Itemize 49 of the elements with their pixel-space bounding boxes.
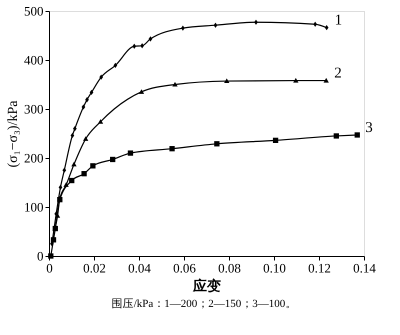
- point: [214, 22, 218, 28]
- x-axis-title: 应变: [192, 278, 221, 294]
- x-tick-label: 0.10: [263, 260, 286, 276]
- point: [313, 22, 318, 27]
- point: [98, 119, 104, 124]
- point: [324, 25, 328, 30]
- x-tick-label: 0.08: [218, 260, 241, 276]
- point: [99, 74, 104, 80]
- y-axis-title: (σ₁−σ₃)/kPa: [6, 100, 21, 168]
- point: [334, 133, 339, 139]
- point: [254, 20, 258, 25]
- point: [90, 90, 94, 95]
- point: [354, 132, 360, 138]
- point: [214, 141, 220, 146]
- point: [85, 97, 89, 102]
- x-tick-label: 0.04: [128, 260, 152, 276]
- series-label: 1: [334, 12, 342, 29]
- point: [172, 82, 178, 86]
- point: [169, 146, 175, 152]
- point: [132, 44, 136, 49]
- y-tick-label: 0: [37, 248, 44, 264]
- y-tick-label: 100: [24, 200, 44, 214]
- point: [140, 43, 144, 48]
- y-tick-label: 200: [24, 150, 44, 166]
- y-tick-label: 300: [24, 102, 44, 116]
- x-tick-label: 0.06: [173, 260, 196, 276]
- x-tick-label: 0.12: [308, 260, 331, 276]
- x-tick-label: 0.14: [353, 260, 376, 276]
- point: [324, 78, 329, 83]
- point: [69, 178, 74, 184]
- point: [138, 89, 144, 94]
- text: 围压/kPa：1—200；2—150；3—100。: [112, 298, 296, 310]
- point: [293, 78, 298, 83]
- y-tick-label: 400: [24, 52, 44, 68]
- point: [81, 171, 87, 176]
- point: [50, 237, 56, 242]
- point: [272, 138, 278, 144]
- point: [224, 78, 230, 84]
- point: [90, 163, 96, 168]
- series-label: 2: [334, 66, 342, 82]
- y-tick-label: 500: [24, 4, 44, 18]
- point: [181, 26, 185, 31]
- point: [71, 162, 77, 166]
- point: [62, 168, 66, 173]
- x-tick-label: 0.02: [83, 260, 106, 276]
- x-tick-label: 0: [46, 260, 53, 276]
- series-label: 3: [365, 120, 373, 136]
- point: [110, 156, 116, 162]
- point: [83, 136, 88, 141]
